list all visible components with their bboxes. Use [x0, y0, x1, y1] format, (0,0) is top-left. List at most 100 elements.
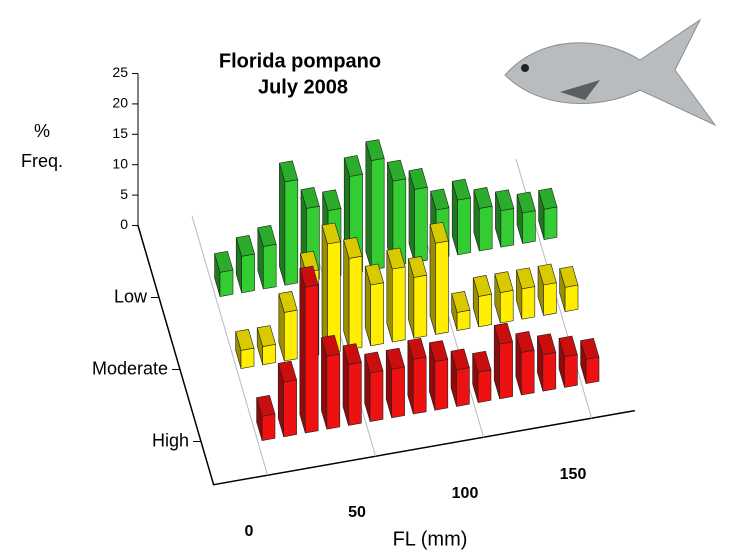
chart-title: Florida pompano	[219, 50, 381, 72]
row-label: High	[152, 430, 189, 450]
bar-front	[284, 380, 297, 437]
bar-front	[370, 371, 383, 422]
bar	[258, 225, 276, 289]
bar	[581, 338, 599, 383]
bar-front	[544, 207, 557, 240]
bar	[365, 264, 383, 346]
bar-front	[479, 294, 492, 327]
bar-front	[521, 350, 534, 395]
bar	[387, 248, 405, 342]
z-tick-label: 0	[120, 216, 128, 232]
bar-front	[220, 270, 233, 297]
bar	[279, 161, 297, 285]
bar-front	[327, 354, 340, 429]
bar-front	[285, 180, 298, 286]
bar-side	[300, 268, 306, 433]
bar-front	[349, 256, 362, 350]
bar-front	[392, 267, 405, 342]
x-tick-label: 100	[452, 485, 479, 502]
z-tick-label: 25	[112, 64, 128, 80]
chart: Florida pompano July 2008 % Freq. FL (mm…	[0, 0, 732, 553]
bar-front	[436, 241, 449, 335]
bar-front	[479, 206, 492, 251]
bar-front	[371, 283, 384, 346]
floor	[138, 159, 635, 485]
bar	[429, 341, 447, 411]
bar	[257, 326, 275, 365]
bar	[321, 335, 339, 429]
bar-front	[241, 348, 254, 369]
z-tick-label: 5	[120, 186, 128, 202]
z-axis-label: %	[34, 121, 50, 141]
z-tick-label: 20	[112, 95, 128, 111]
bar	[344, 237, 362, 349]
bar	[516, 331, 534, 395]
bar-front	[458, 198, 471, 255]
bar	[495, 190, 513, 248]
bar	[494, 323, 512, 399]
bar	[559, 336, 577, 387]
bar	[365, 352, 383, 422]
bar-front	[522, 287, 535, 320]
bar	[473, 351, 491, 402]
bar-front	[415, 187, 428, 262]
bar-front	[263, 244, 276, 289]
bar	[408, 256, 426, 338]
bar-front	[565, 355, 578, 388]
bar-front	[392, 367, 405, 418]
bar	[473, 275, 491, 326]
x-axis-label: FL (mm)	[393, 528, 468, 550]
bar-front	[501, 208, 514, 247]
bar-front	[478, 370, 491, 403]
bar	[279, 291, 297, 361]
page: Florida pompano July 2008 % Freq. FL (mm…	[0, 0, 732, 553]
bar-front	[414, 275, 427, 338]
bar	[343, 344, 361, 426]
bar	[236, 235, 254, 292]
bar	[451, 349, 469, 407]
bar-front	[565, 285, 578, 312]
bar	[430, 222, 448, 334]
z-tick-label: 10	[112, 155, 128, 171]
bar	[516, 268, 534, 319]
row-label: Low	[114, 286, 148, 306]
bar-front	[413, 357, 426, 414]
bar	[538, 264, 556, 315]
bar-front	[457, 368, 470, 407]
bar-front	[242, 254, 255, 293]
bar	[495, 272, 513, 323]
chart-subtitle: July 2008	[258, 76, 348, 98]
bar	[278, 361, 296, 437]
bar	[517, 192, 535, 243]
bar	[366, 140, 384, 270]
x-tick-label: 150	[560, 466, 587, 483]
bar-front	[457, 310, 470, 331]
bar	[474, 187, 492, 251]
bar	[539, 188, 557, 239]
bar-front	[435, 359, 448, 410]
bar-front	[500, 290, 513, 323]
bar	[560, 266, 578, 311]
bar	[452, 179, 470, 255]
bar-front	[543, 352, 556, 391]
bar	[215, 251, 233, 296]
bar	[408, 338, 426, 414]
bar-front	[523, 211, 536, 244]
bar-front	[371, 158, 384, 270]
bar-front	[544, 283, 557, 316]
bar	[386, 348, 404, 418]
fish-illustration	[505, 20, 715, 125]
bar-front	[500, 342, 513, 399]
bar	[537, 334, 555, 392]
bar	[322, 223, 340, 353]
bar	[236, 329, 254, 368]
bar-front	[349, 362, 362, 425]
bar-front	[305, 285, 318, 433]
bar	[257, 395, 275, 440]
bar-front	[263, 344, 276, 365]
bar-front	[262, 414, 275, 441]
bar-front	[284, 310, 297, 361]
row-label: Moderate	[92, 358, 168, 378]
bar-side	[322, 225, 328, 353]
z-tick-label: 15	[112, 125, 128, 141]
